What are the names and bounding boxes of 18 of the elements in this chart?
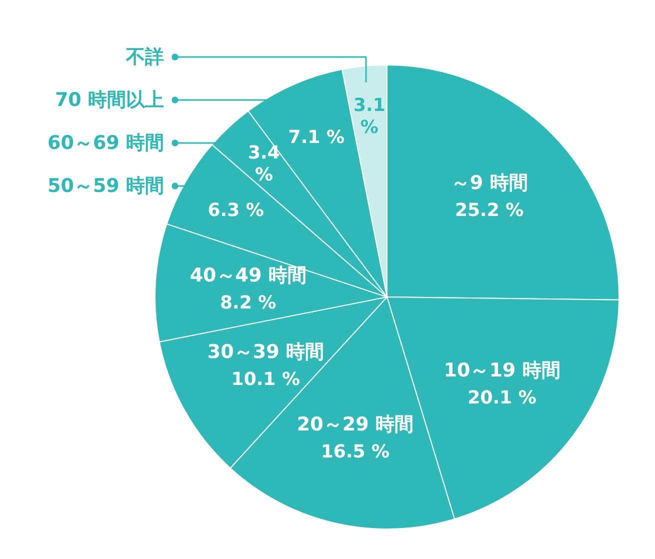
data-label: 10.1 % xyxy=(231,369,300,390)
data-label: 16.5 % xyxy=(320,441,390,462)
slice-label: 30～39 時間 xyxy=(207,341,324,364)
slice-label: 40～49 時間 xyxy=(190,264,306,286)
slice-label: 不詳 xyxy=(125,46,164,68)
slice-label: ～9 時間 xyxy=(450,172,528,194)
data-label: 3.4 % xyxy=(248,142,280,186)
legend-label: 70 時間以上 xyxy=(54,89,164,111)
legend-label: 60～69 時間 xyxy=(48,132,164,154)
legend-label: 50～59 時間 xyxy=(48,175,164,197)
data-label: 6.3 % xyxy=(208,200,264,221)
data-label: 3.1 % xyxy=(353,94,386,138)
data-label: 25.2 % xyxy=(454,200,524,221)
data-label: 7.1 % xyxy=(288,126,344,148)
data-label: 20.1 % xyxy=(468,387,536,408)
slice-label: 20～29 時間 xyxy=(296,413,414,436)
slice-label: 10～19 時間 xyxy=(444,359,560,382)
data-label: 8.2 % xyxy=(220,292,276,314)
